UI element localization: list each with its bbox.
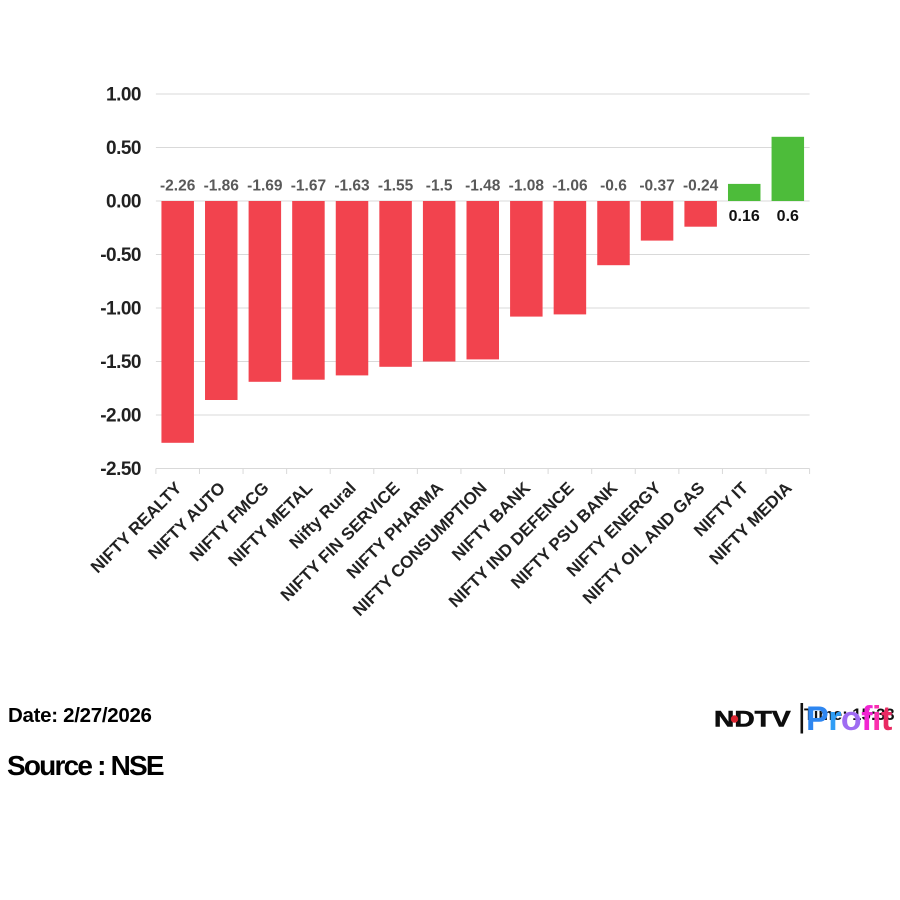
svg-text:-1.69: -1.69 <box>247 178 283 195</box>
svg-text:-1.00: -1.00 <box>100 299 141 320</box>
svg-text:-1.55: -1.55 <box>378 178 414 195</box>
svg-text:Time: 15:33: Time: 15:33 <box>804 706 895 724</box>
svg-text:-1.50: -1.50 <box>100 352 141 373</box>
svg-text:Date: 2/27/2026: Date: 2/27/2026 <box>8 704 152 727</box>
svg-text:0.16: 0.16 <box>729 208 760 225</box>
svg-text:-1.5: -1.5 <box>426 178 453 195</box>
svg-text:-1.06: -1.06 <box>552 178 588 195</box>
svg-text:-0.50: -0.50 <box>100 245 141 266</box>
svg-text:NDTV: NDTV <box>714 707 791 731</box>
svg-text:-0.24: -0.24 <box>683 178 719 195</box>
svg-text:-2.26: -2.26 <box>160 178 196 195</box>
svg-text:0.6: 0.6 <box>777 208 799 225</box>
svg-text:-1.48: -1.48 <box>465 178 501 195</box>
svg-text:-1.08: -1.08 <box>509 178 545 195</box>
svg-text:-0.6: -0.6 <box>600 178 627 195</box>
svg-text:-1.63: -1.63 <box>334 178 370 195</box>
svg-text:0.50: 0.50 <box>106 138 141 159</box>
svg-text:Source : NSE: Source : NSE <box>7 750 164 781</box>
svg-text:Profit: Profit <box>806 700 892 738</box>
svg-text:-2.50: -2.50 <box>100 459 141 480</box>
svg-text:-1.67: -1.67 <box>291 178 326 195</box>
svg-text:-0.37: -0.37 <box>639 178 674 195</box>
svg-text:-2.00: -2.00 <box>100 406 141 427</box>
svg-text:1.00: 1.00 <box>106 85 141 106</box>
svg-text:0.00: 0.00 <box>106 192 141 213</box>
svg-text:-1.86: -1.86 <box>204 178 240 195</box>
